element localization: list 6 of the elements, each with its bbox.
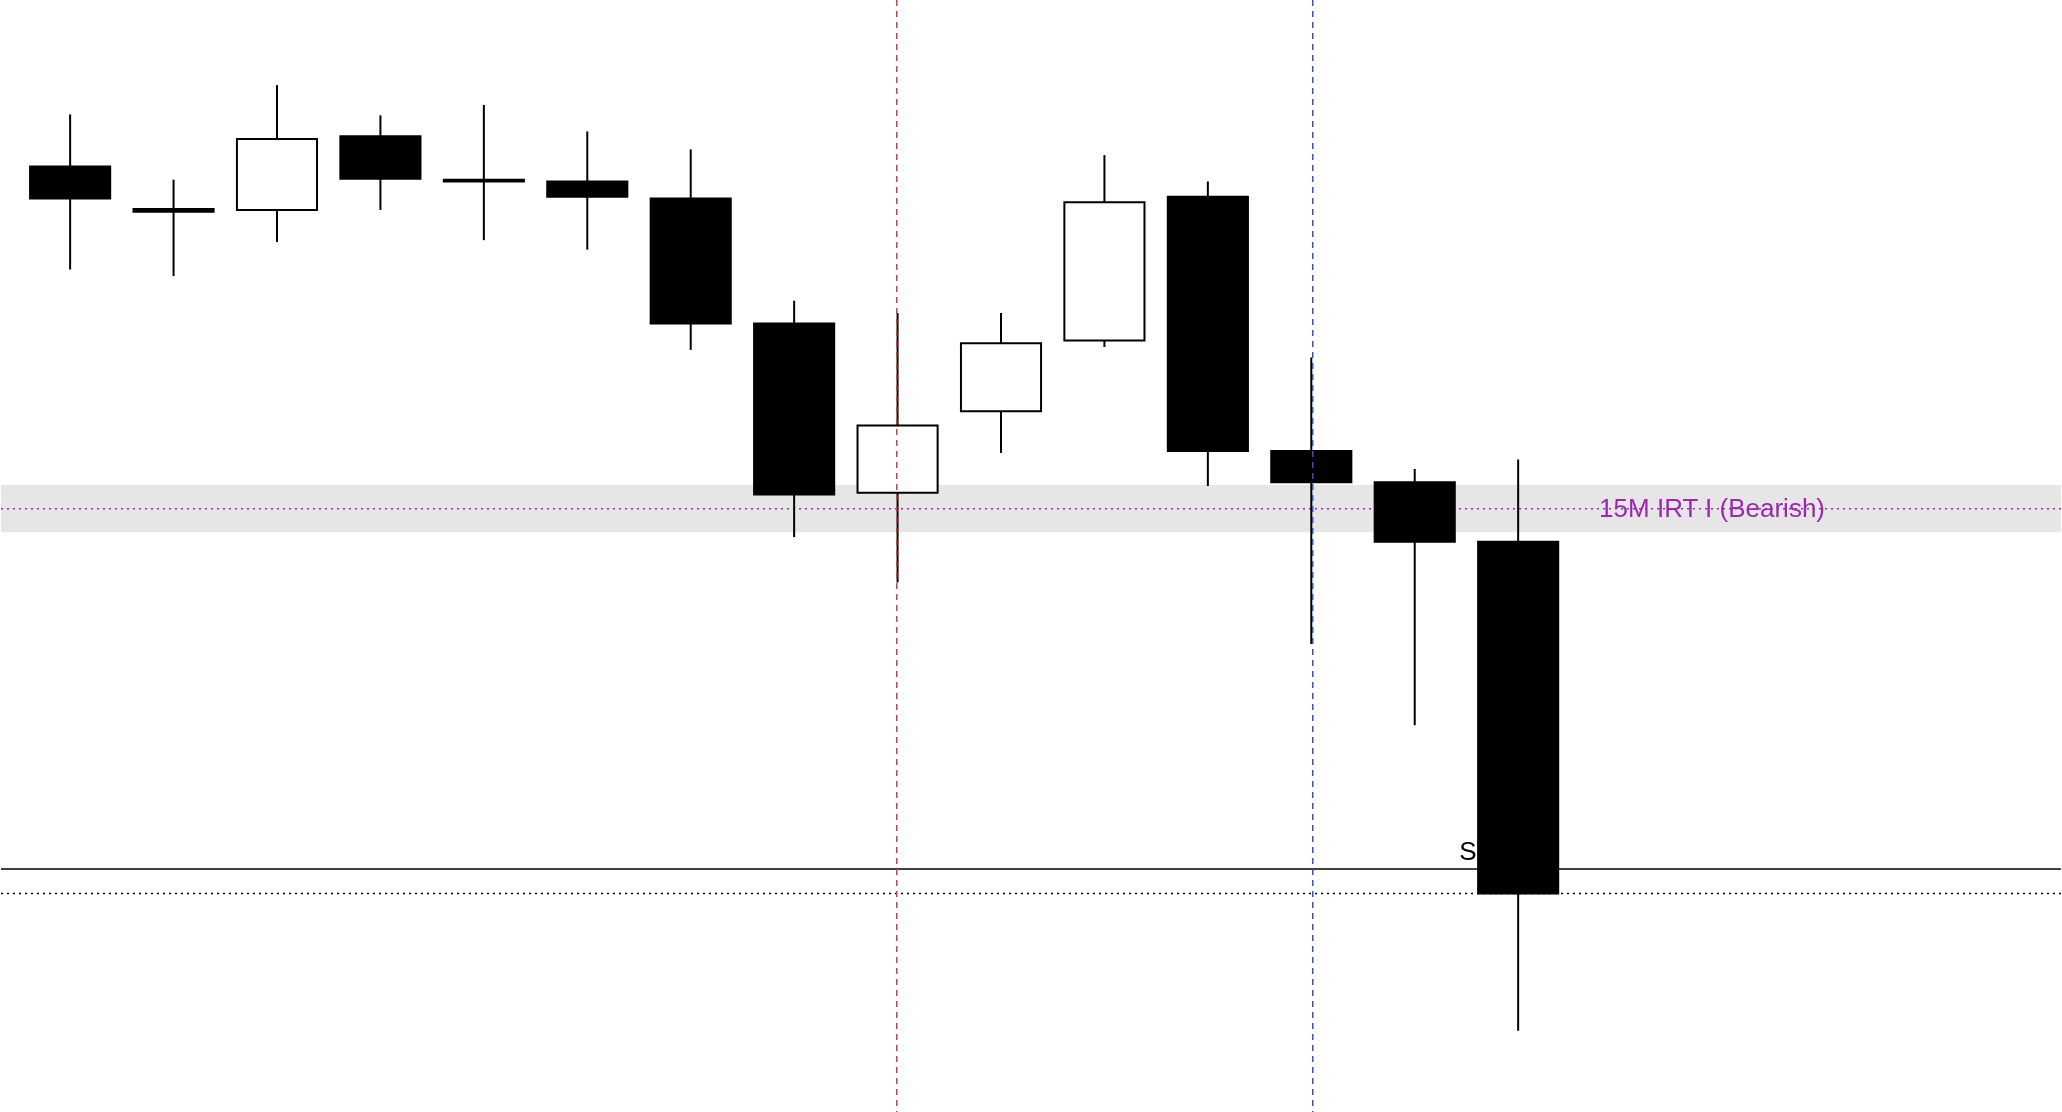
- annotation: S: [1459, 835, 1477, 866]
- candlestick: [132, 178, 215, 278]
- candlestick: [1270, 356, 1353, 645]
- candlestick: [442, 103, 525, 242]
- candlestick: [546, 130, 629, 251]
- ref-line-label: 15M IRT I (Bearish): [1599, 492, 1825, 523]
